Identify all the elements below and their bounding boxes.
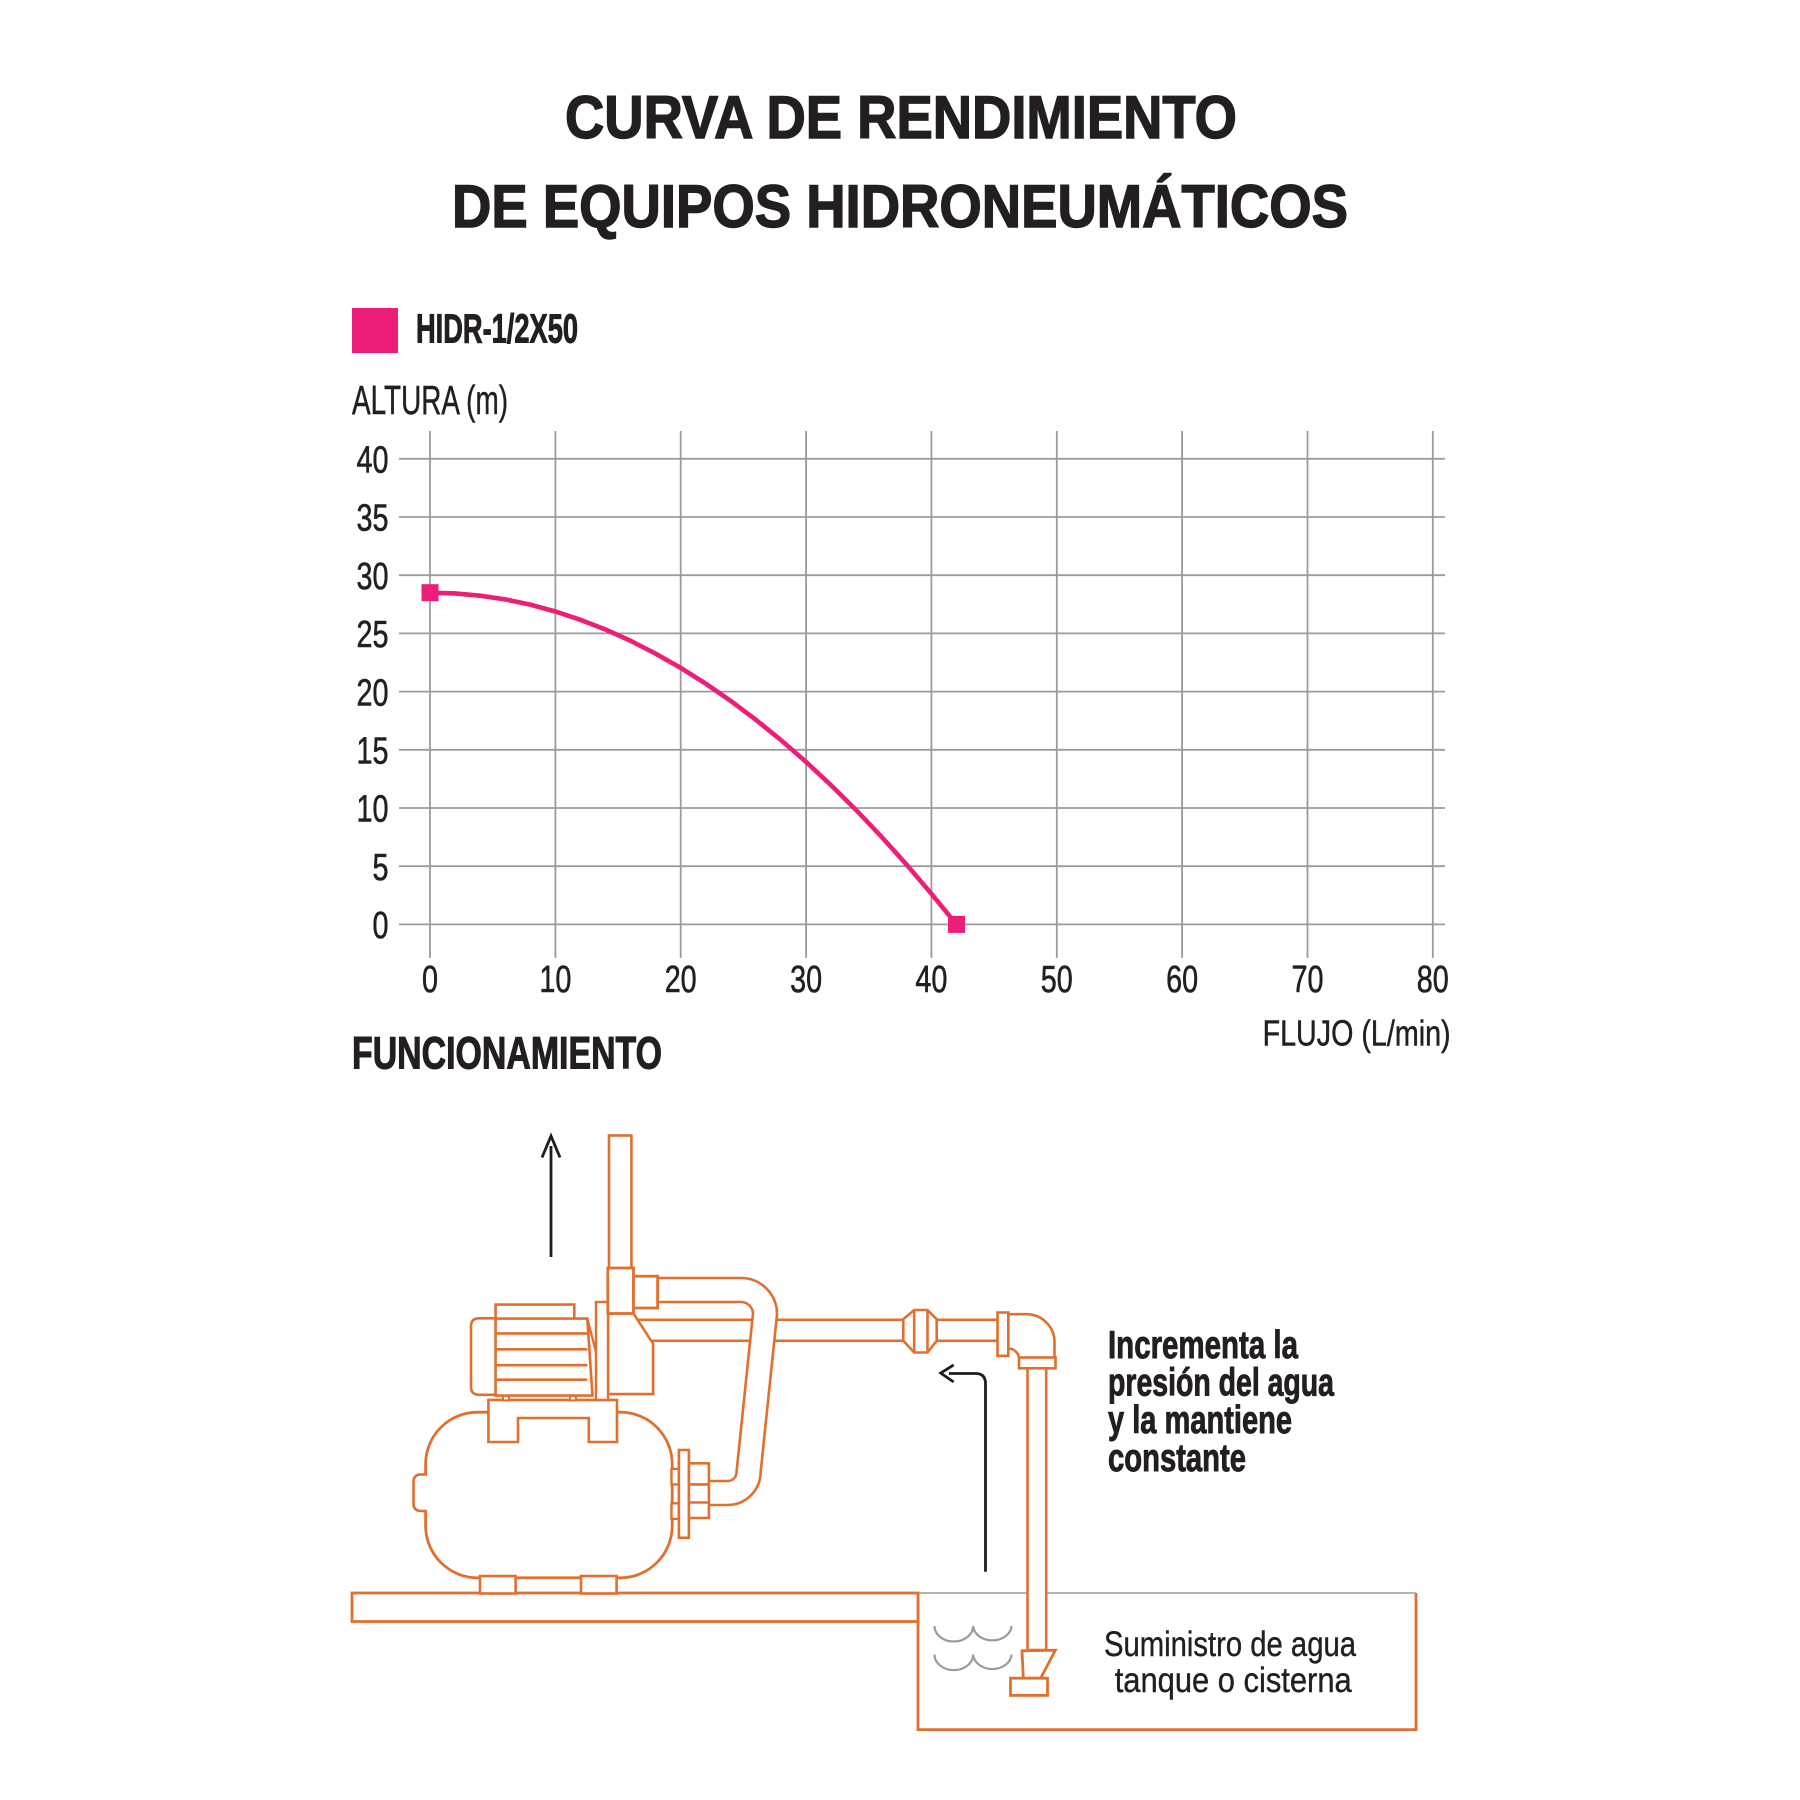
svg-text:tanque o cisterna: tanque o cisterna — [1115, 1661, 1352, 1700]
svg-text:40: 40 — [357, 440, 389, 482]
svg-text:40: 40 — [915, 959, 947, 1001]
svg-text:FLUJO (L/min): FLUJO (L/min) — [1263, 1013, 1451, 1054]
svg-text:0: 0 — [373, 905, 389, 947]
svg-text:20: 20 — [665, 959, 697, 1001]
svg-text:30: 30 — [790, 959, 822, 1001]
svg-text:Incrementa la: Incrementa la — [1108, 1324, 1298, 1367]
svg-text:35: 35 — [357, 498, 389, 540]
svg-text:FUNCIONAMIENTO: FUNCIONAMIENTO — [352, 1027, 662, 1078]
svg-text:HIDR-1/2X50: HIDR-1/2X50 — [416, 306, 578, 352]
svg-text:15: 15 — [357, 731, 389, 773]
svg-text:DE EQUIPOS HIDRONEUMÁTICOS: DE EQUIPOS HIDRONEUMÁTICOS — [452, 173, 1348, 240]
svg-text:5: 5 — [373, 847, 389, 889]
svg-text:70: 70 — [1292, 959, 1324, 1001]
svg-text:30: 30 — [357, 556, 389, 598]
svg-text:0: 0 — [422, 959, 438, 1001]
svg-text:ALTURA (m): ALTURA (m) — [352, 377, 508, 423]
svg-text:presión del agua: presión del agua — [1108, 1362, 1334, 1405]
svg-text:20: 20 — [357, 672, 389, 714]
svg-text:10: 10 — [539, 959, 571, 1001]
svg-text:CURVA DE RENDIMIENTO: CURVA DE RENDIMIENTO — [565, 84, 1237, 151]
svg-text:y la mantiene: y la mantiene — [1108, 1399, 1292, 1442]
svg-text:10: 10 — [357, 789, 389, 831]
svg-text:constante: constante — [1108, 1437, 1246, 1480]
svg-text:25: 25 — [357, 614, 389, 656]
svg-text:Suministro de agua: Suministro de agua — [1104, 1625, 1356, 1664]
svg-text:50: 50 — [1041, 959, 1073, 1001]
svg-text:80: 80 — [1417, 959, 1449, 1001]
svg-text:60: 60 — [1166, 959, 1198, 1001]
